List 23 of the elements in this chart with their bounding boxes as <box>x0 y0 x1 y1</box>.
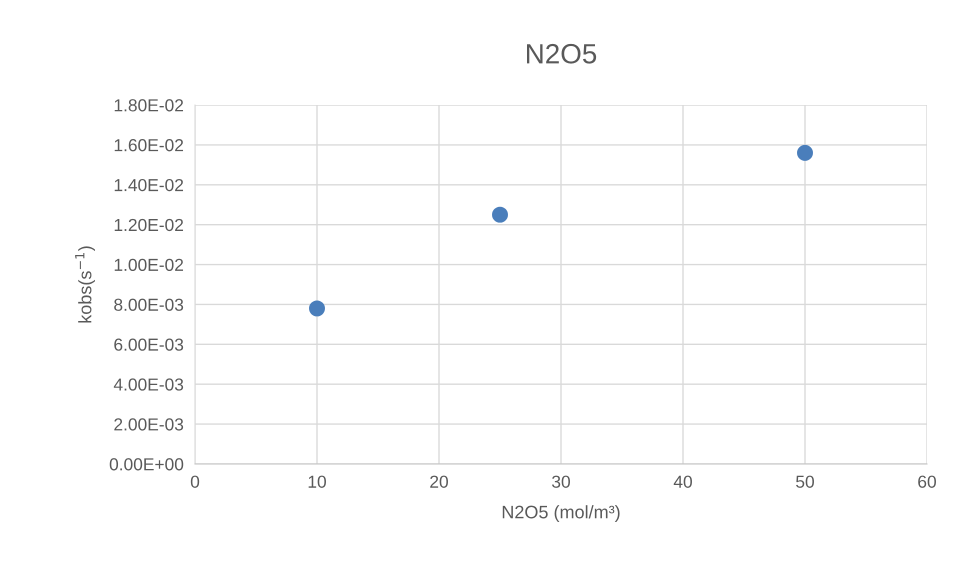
y-tick-label: 1.20E-02 <box>114 218 184 232</box>
y-tick-label: 8.00E-03 <box>114 298 184 311</box>
x-tick-label: 50 <box>796 476 814 488</box>
y-tick-label: 1.60E-02 <box>114 139 184 152</box>
x-axis-title: N2O5 (mol/m³) <box>502 505 620 522</box>
y-tick-label: 2.00E-03 <box>114 418 184 431</box>
point <box>309 300 325 316</box>
y-tick-label: 4.00E-03 <box>114 378 184 391</box>
x-tick-label: 20 <box>430 476 448 488</box>
point <box>492 206 508 223</box>
x-tick-label: 0 <box>190 476 200 488</box>
y-tick-label: 1.00E-02 <box>114 258 184 272</box>
x-tick-label: 40 <box>674 476 692 488</box>
chart-title: N2O5 <box>527 44 596 64</box>
y-tick-label: 0.00E+00 <box>110 458 184 470</box>
x-tick-label: 60 <box>918 476 936 488</box>
y-tick-label: 1.40E-02 <box>114 178 184 192</box>
y-tick-label: 1.80E-02 <box>114 99 184 112</box>
point <box>797 144 813 161</box>
y-axis-title: kobs(s$^{−1}$) <box>75 246 96 323</box>
x-tick-label: 30 <box>552 476 570 488</box>
y-tick-label: 6.00E-03 <box>114 338 184 351</box>
x-tick-label: 10 <box>308 476 326 488</box>
